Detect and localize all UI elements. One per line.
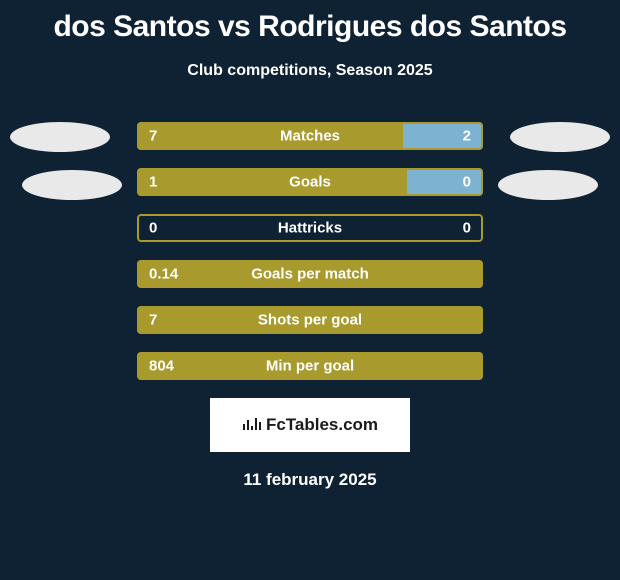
player-badge-right-1 — [510, 122, 610, 152]
stat-left-value: 0 — [149, 220, 157, 237]
stat-label: Goals per match — [251, 266, 369, 283]
bars-list: 7 Matches 2 1 Goals 0 0 Hattricks 0 0.14 Goals per… — [137, 122, 483, 380]
page-title: dos Santos vs Rodrigues dos Santos — [0, 0, 620, 44]
stat-row: 0 Hattricks 0 — [137, 214, 483, 242]
stats-area: 7 Matches 2 1 Goals 0 0 Hattricks 0 0.14 Goals per… — [0, 122, 620, 380]
chart-icon — [242, 414, 262, 437]
player-badge-right-2 — [498, 170, 598, 200]
stat-row: 7 Matches 2 — [137, 122, 483, 150]
subtitle: Club competitions, Season 2025 — [0, 62, 620, 80]
bar-right-fill — [403, 122, 483, 150]
stat-row: 1 Goals 0 — [137, 168, 483, 196]
stat-right-value: 0 — [463, 220, 471, 237]
stat-label: Min per goal — [266, 358, 354, 375]
stat-label: Shots per goal — [258, 312, 362, 329]
stat-left-value: 1 — [149, 174, 157, 191]
bar-left-fill — [137, 168, 407, 196]
stat-left-value: 804 — [149, 358, 174, 375]
infographic-container: dos Santos vs Rodrigues dos Santos Club … — [0, 0, 620, 580]
stat-right-value: 0 — [463, 174, 471, 191]
stat-left-value: 7 — [149, 312, 157, 329]
player-badge-left-2 — [22, 170, 122, 200]
stat-left-value: 0.14 — [149, 266, 178, 283]
bar-left-fill — [137, 122, 403, 150]
bar-right-fill — [407, 168, 483, 196]
stat-left-value: 7 — [149, 128, 157, 145]
stat-row: 7 Shots per goal — [137, 306, 483, 334]
stat-label: Hattricks — [278, 220, 342, 237]
brand-text: FcTables.com — [266, 415, 378, 435]
player-badge-left-1 — [10, 122, 110, 152]
date-text: 11 february 2025 — [0, 470, 620, 490]
stat-row: 0.14 Goals per match — [137, 260, 483, 288]
brand-badge: FcTables.com — [210, 398, 410, 452]
stat-right-value: 2 — [463, 128, 471, 145]
stat-label: Goals — [289, 174, 331, 191]
stat-row: 804 Min per goal — [137, 352, 483, 380]
stat-label: Matches — [280, 128, 340, 145]
